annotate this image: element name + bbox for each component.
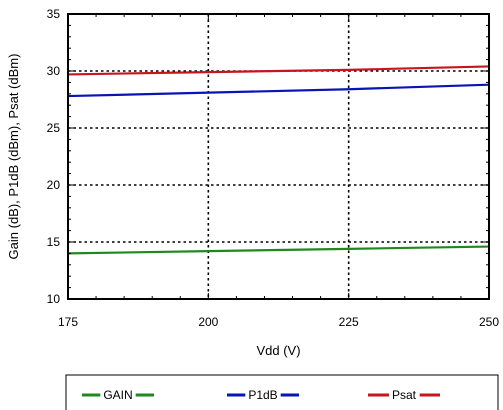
y-tick-label: 35 [47,7,61,21]
y-tick-label: 15 [47,235,61,249]
y-tick-label: 25 [47,121,61,135]
y-tick-label: 30 [47,64,61,78]
x-tick-label: 225 [339,315,359,329]
legend-box [65,374,499,410]
legend-label-bg [100,388,136,402]
axis-ticks: 175 200 225 250 10 15 20 25 30 35 [47,7,500,329]
legend: GAIN P1dB Psat [65,374,499,410]
legend-label-bg [245,388,281,402]
legend-label-p1db: P1dB [248,388,277,402]
legend-label-bg [388,388,420,402]
plot-frame [67,13,490,300]
x-tick-label: 200 [198,315,218,329]
y-tick-label: 20 [47,178,61,192]
series-line-gain [67,245,490,255]
series-line-psat [67,65,490,76]
series-lines [67,65,490,255]
series-line-p1db [67,83,490,98]
x-tick-label: 250 [479,315,499,329]
grid-lines [68,14,489,299]
y-tick-label: 10 [47,292,61,306]
legend-label-gain: GAIN [103,388,132,402]
legend-label-psat: Psat [392,388,417,402]
x-axis-label: Vdd (V) [256,343,300,358]
x-tick-label: 175 [58,315,78,329]
y-axis-label: Gain (dB), P1dB (dBm), Psat (dBm) [6,54,21,260]
